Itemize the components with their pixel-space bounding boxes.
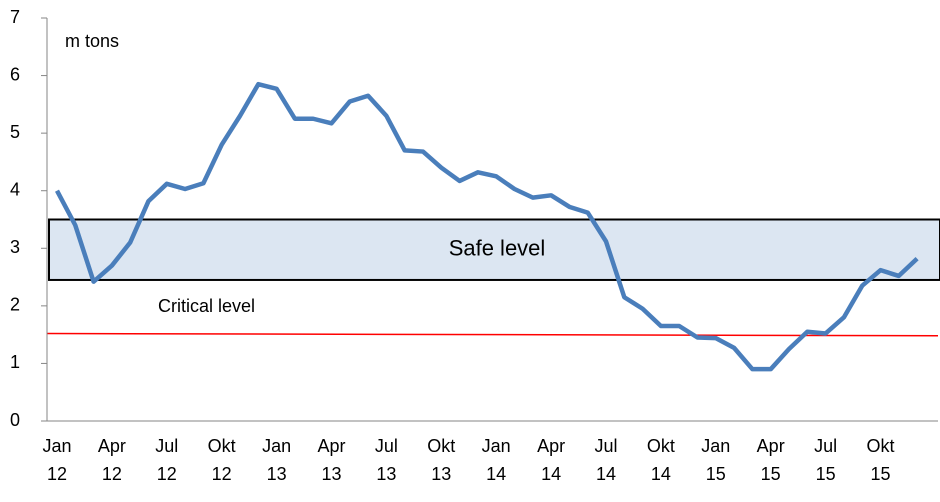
critical-label: Critical level bbox=[158, 296, 255, 316]
x-tick-label: Apr 15 bbox=[756, 436, 785, 484]
x-tick-label: Jul 13 bbox=[374, 436, 398, 484]
y-tick-label: 2 bbox=[10, 295, 20, 315]
y-tick-label: 7 bbox=[10, 7, 20, 27]
safe-label: Safe level bbox=[449, 236, 546, 261]
x-tick-label: Jul 14 bbox=[594, 436, 618, 484]
x-tick-label: Jan 15 bbox=[701, 436, 731, 484]
y-axis-label: m tons bbox=[65, 31, 119, 51]
x-tick-label: Jan 12 bbox=[42, 436, 72, 484]
data-line bbox=[55, 81, 919, 372]
x-tick-label: Apr 13 bbox=[317, 436, 346, 484]
x-tick-label: Okt 15 bbox=[866, 436, 895, 484]
safe-band bbox=[48, 218, 940, 281]
y-tick-label: 4 bbox=[10, 179, 20, 199]
y-tick-label: 5 bbox=[10, 122, 20, 142]
x-tick-label: Jan 14 bbox=[481, 436, 511, 484]
y-tick-label: 3 bbox=[10, 237, 20, 257]
critical-line bbox=[46, 332, 939, 337]
x-tick-label: Apr 12 bbox=[97, 436, 126, 484]
y-tick-label: 0 bbox=[10, 410, 20, 430]
x-tick-label: Jul 12 bbox=[155, 436, 179, 484]
x-tick-label: Jul 15 bbox=[814, 436, 838, 484]
y-tick-label: 6 bbox=[10, 64, 20, 84]
y-tick-label: 1 bbox=[10, 352, 20, 372]
x-tick-label: Okt 14 bbox=[646, 436, 675, 484]
x-tick-label: Okt 12 bbox=[207, 436, 236, 484]
x-tick-label: Apr 14 bbox=[537, 436, 566, 484]
x-tick-label: Jan 13 bbox=[262, 436, 292, 484]
x-tick-label: Okt 13 bbox=[427, 436, 456, 484]
